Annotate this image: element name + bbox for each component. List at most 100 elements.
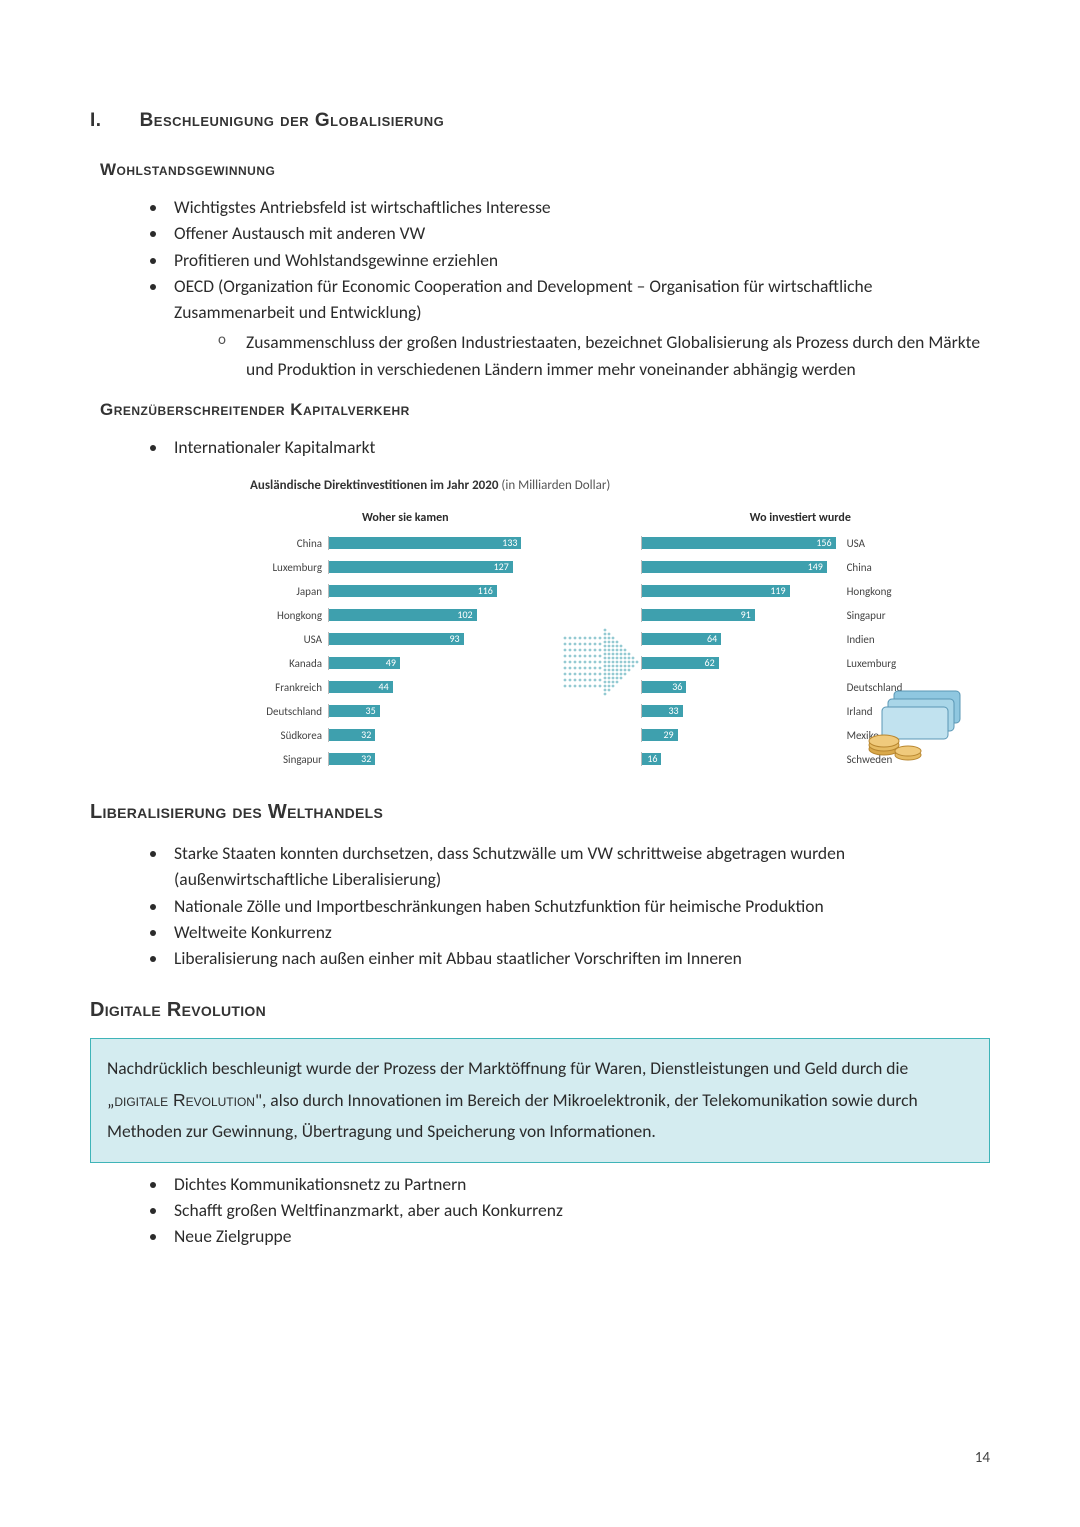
bar-label: Japan <box>250 585 328 598</box>
bar-zone: 29 <box>641 728 841 742</box>
bar: 93 <box>329 633 464 645</box>
section-kapital-title: Grenzüberschreitender Kapitalverkehr <box>100 400 990 420</box>
bar-value: 116 <box>478 584 493 597</box>
bar: 156 <box>642 537 836 549</box>
bar-zone: 35 <box>328 704 561 718</box>
chart-bar-row: Südkorea32 <box>250 725 561 745</box>
bar-zone: 62 <box>641 656 841 670</box>
bar-label: Indien <box>841 633 875 646</box>
bar-zone: 32 <box>328 752 561 766</box>
bar: 29 <box>642 729 678 741</box>
list-item: Internationaler Kapitalmarkt <box>168 434 990 460</box>
section-digital-title: Digitale Revolution <box>90 999 990 1022</box>
bar: 16 <box>642 753 662 765</box>
bar-value: 119 <box>770 584 785 597</box>
bar-value: 102 <box>457 608 472 621</box>
bar: 35 <box>329 705 380 717</box>
bar-zone: 16 <box>641 752 841 766</box>
bar-label: Frankreich <box>250 681 328 694</box>
list-item: Offener Austausch mit anderen VW <box>168 220 990 246</box>
bar-label: Singapur <box>841 609 886 622</box>
bar-value: 33 <box>668 704 678 717</box>
chart-bar-row: China 133 <box>250 533 561 553</box>
bar-zone: 156 <box>641 536 841 550</box>
section-digital-list: Dichtes Kommunikationsnetz zu Partnern S… <box>90 1171 990 1250</box>
chart-left-title: Woher sie kamen <box>250 511 561 525</box>
list-item: Dichtes Kommunikationsnetz zu Partnern <box>168 1171 990 1197</box>
chart-arrow <box>561 511 641 773</box>
bar-value: 93 <box>449 632 459 645</box>
bar: 127 <box>329 561 513 573</box>
chart-bar-row: Frankreich44 <box>250 677 561 697</box>
chart-bar-row: Luxemburg 127 <box>250 557 561 577</box>
bar-label: Luxemburg <box>841 657 897 670</box>
bar-zone: 49 <box>328 656 561 670</box>
bar: 64 <box>642 633 722 645</box>
bar-value: 49 <box>386 656 396 669</box>
chart-bar-row: 64 Indien <box>641 629 960 649</box>
bar-label: Singapur <box>250 753 328 766</box>
section-kapital-list: Internationaler Kapitalmarkt <box>90 434 990 460</box>
bar-value: 36 <box>672 680 682 693</box>
sub-list: Zusammenschluss der großen Industriestaa… <box>174 329 990 382</box>
list-item: Wichtigstes Antriebsfeld ist wirtschaftl… <box>168 194 990 220</box>
section-wohlstand-list: Wichtigstes Antriebsfeld ist wirtschaftl… <box>90 194 990 382</box>
section-liberalisierung-list: Starke Staaten konnten durchsetzen, dass… <box>90 840 990 971</box>
box-text-sc: digitale Revolution <box>114 1090 255 1110</box>
chart-title: Ausländische Direktinvestitionen im Jahr… <box>250 478 960 493</box>
bar: 49 <box>329 657 400 669</box>
list-item: Nationale Zölle und Importbeschränkungen… <box>168 893 990 919</box>
bar-label: Luxemburg <box>250 561 328 574</box>
heading-index: I. <box>90 110 102 132</box>
chart-bar-row: 149 China <box>641 557 960 577</box>
list-item: Schafft großen Weltfinanzmarkt, aber auc… <box>168 1197 990 1223</box>
bar-label: Südkorea <box>250 729 328 742</box>
chart-bar-row: 62 Luxemburg <box>641 653 960 673</box>
chart-bar-row: Kanada 49 <box>250 653 561 673</box>
bar-value: 64 <box>707 632 717 645</box>
bar-zone: 119 <box>641 584 841 598</box>
page-number: 14 <box>975 1449 990 1467</box>
chart-bar-row: USA 93 <box>250 629 561 649</box>
bar-label: USA <box>250 633 328 646</box>
bar-value: 156 <box>816 536 831 549</box>
bar-value: 127 <box>494 560 509 573</box>
bar-value: 133 <box>502 536 517 549</box>
bar-zone: 93 <box>328 632 561 646</box>
chart-bar-row: Singapur32 <box>250 749 561 769</box>
chart-title-bold: Ausländische Direktinvestitionen im Jahr… <box>250 478 498 493</box>
money-icon <box>860 685 970 765</box>
chart-right-title: Wo investiert wurde <box>641 511 960 525</box>
bar-zone: 102 <box>328 608 561 622</box>
sub-list-item: Zusammenschluss der großen Industriestaa… <box>218 329 990 382</box>
bar: 133 <box>329 537 521 549</box>
bar-label: Deutschland <box>250 705 328 718</box>
list-item-text: OECD (Organization für Economic Cooperat… <box>174 275 872 323</box>
bar: 62 <box>642 657 719 669</box>
bar-label: China <box>250 537 328 550</box>
bar: 33 <box>642 705 683 717</box>
bar-zone: 36 <box>641 680 841 694</box>
chart-title-rest: (in Milliarden Dollar) <box>498 478 610 493</box>
fdi-chart: Ausländische Direktinvestitionen im Jahr… <box>250 478 960 773</box>
bar: 119 <box>642 585 790 597</box>
bar: 116 <box>329 585 497 597</box>
bar-zone: 64 <box>641 632 841 646</box>
dot-arrow-icon <box>561 542 641 742</box>
info-box: Nachdrücklich beschleunigt wurde der Pro… <box>90 1038 990 1163</box>
bar-zone: 149 <box>641 560 841 574</box>
main-heading: I. Beschleunigung der Globalisierung <box>90 110 990 132</box>
bar-label: Hongkong <box>250 609 328 622</box>
bar-zone: 91 <box>641 608 841 622</box>
section-liberalisierung-title: Liberalisierung des Welthandels <box>90 801 990 824</box>
bar-zone: 32 <box>328 728 561 742</box>
bar-value: 149 <box>808 560 823 573</box>
chart-bar-row: 119Hongkong <box>641 581 960 601</box>
bar-value: 62 <box>705 656 715 669</box>
bar-label: China <box>841 561 872 574</box>
bar-label: Kanada <box>250 657 328 670</box>
bar-zone: 44 <box>328 680 561 694</box>
bar: 91 <box>642 609 755 621</box>
chart-bar-row: 91 Singapur <box>641 605 960 625</box>
bar-value: 35 <box>366 704 376 717</box>
